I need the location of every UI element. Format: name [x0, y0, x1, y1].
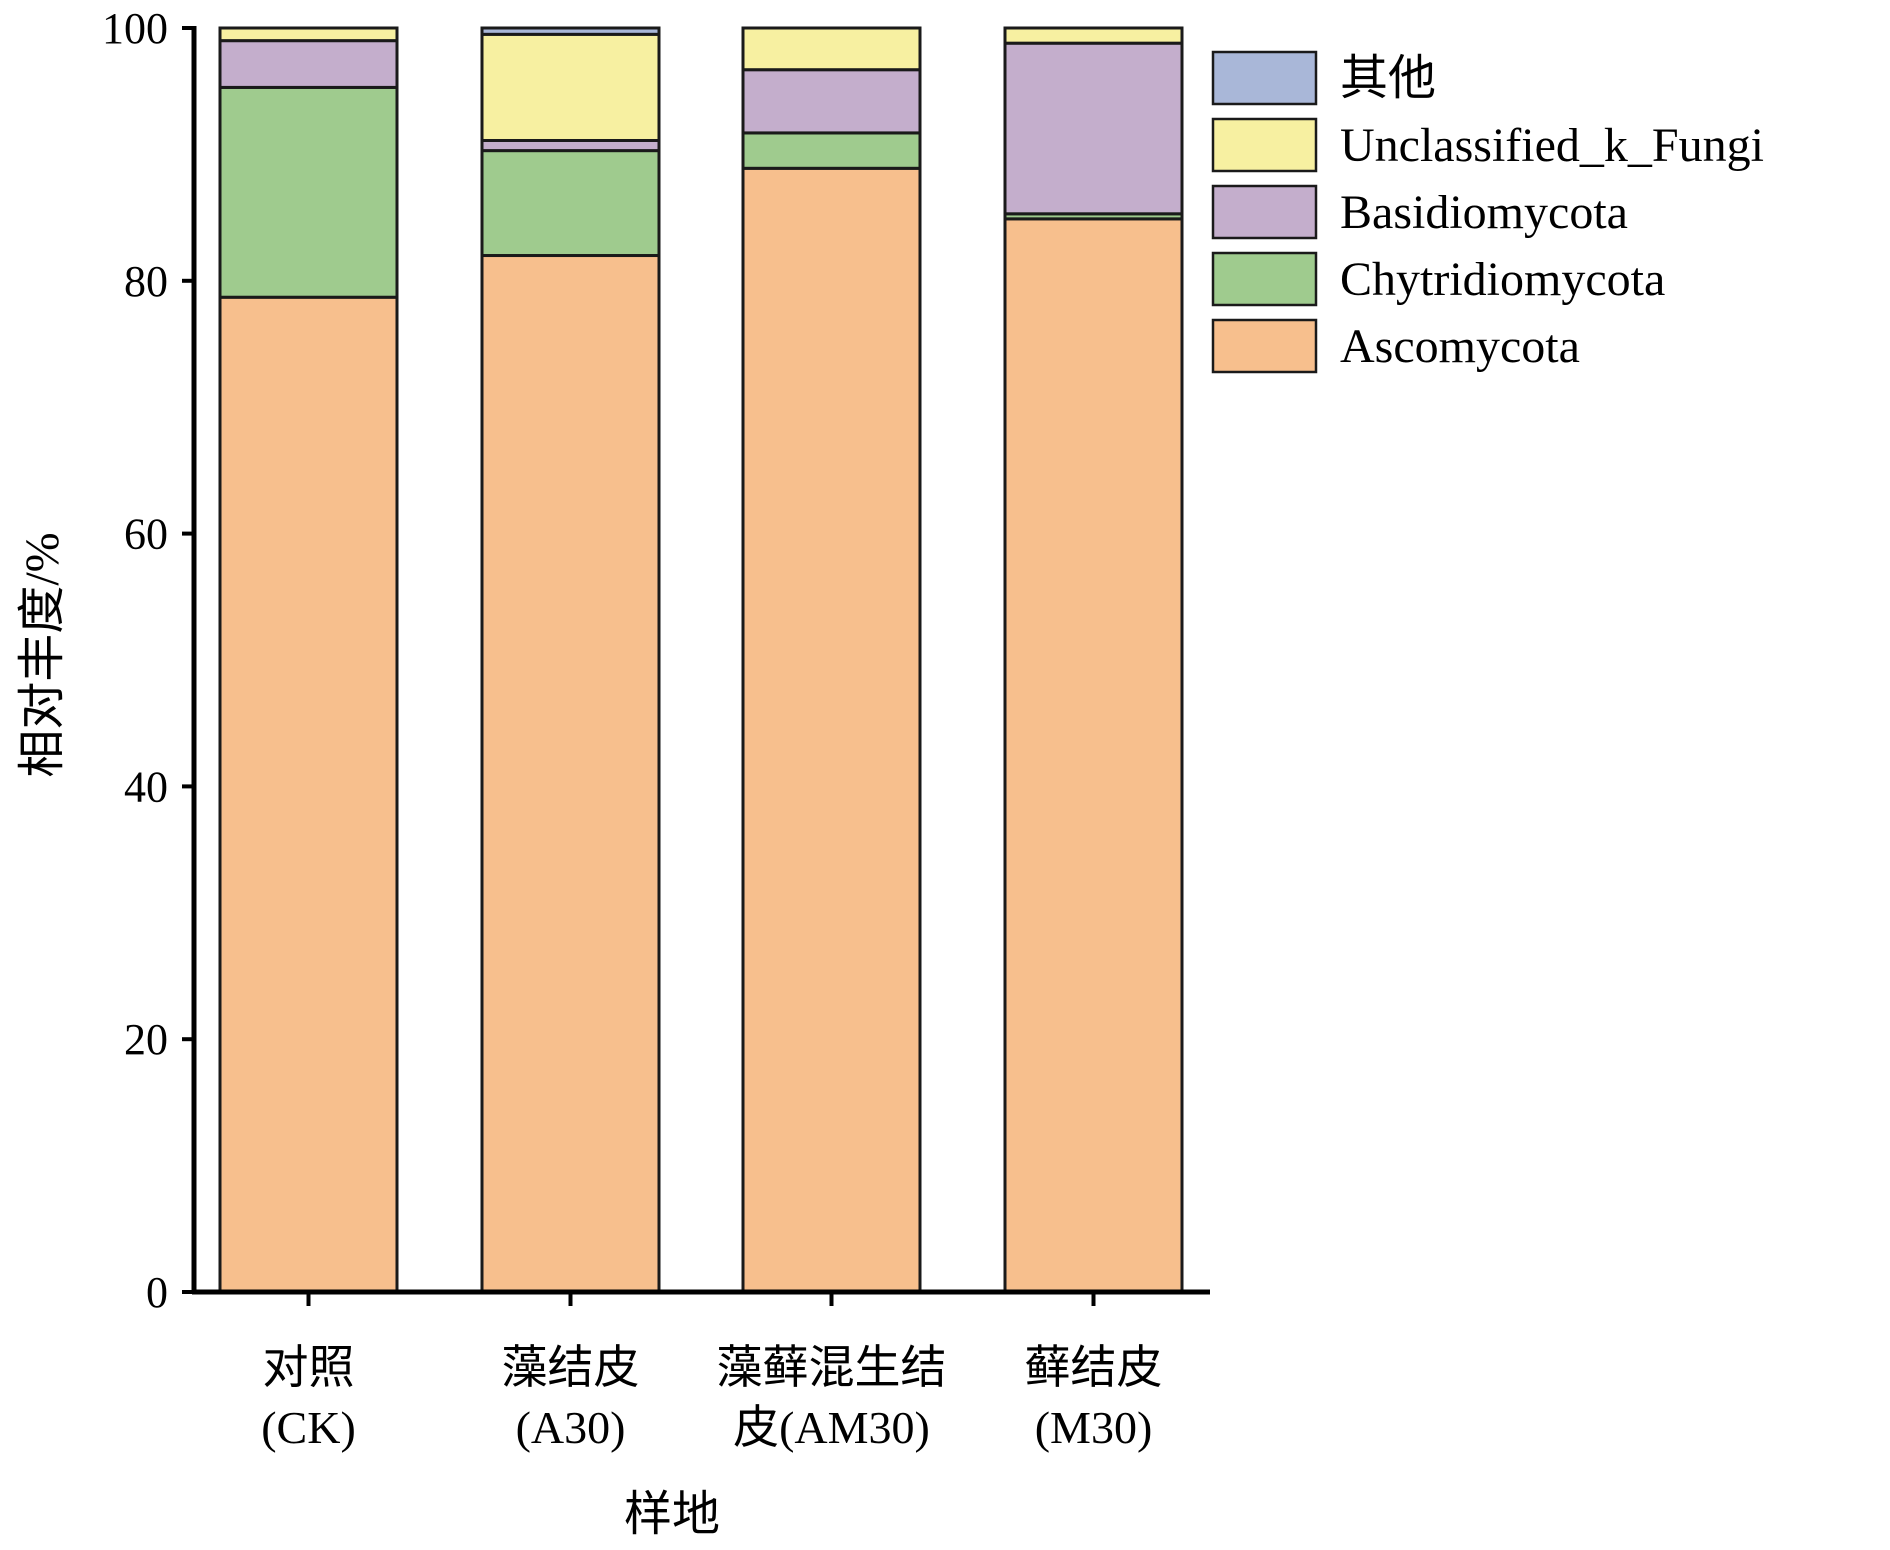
bar-1-basidiomycota — [218, 39, 399, 89]
legend-swatch-basidiomycota — [1211, 184, 1318, 240]
legend: 其他 Unclassified_k_Fungi Basidiomycota Chytr… — [1211, 50, 1764, 374]
y-tick-label: 40 — [124, 762, 168, 811]
bar-4-ascomycota — [1003, 217, 1184, 1294]
bar-3-basidiomycota — [741, 68, 922, 135]
x-category-label: 藻藓混生结 — [717, 1342, 947, 1393]
legend-swatch-chytridiomycota — [1211, 251, 1318, 307]
legend-swatch-other — [1211, 50, 1318, 106]
bar-1-ascomycota — [218, 295, 399, 1294]
legend-label-basidiomycota: Basidiomycota — [1340, 186, 1628, 239]
y-tick-label: 0 — [146, 1268, 168, 1317]
bar-2-unclassified-k-fungi — [480, 32, 661, 142]
x-category-label: (M30) — [1035, 1402, 1153, 1453]
x-category-label: 藻结皮 — [502, 1342, 640, 1393]
x-axis-title: 样地 — [624, 1488, 720, 1541]
x-category-label: 藓结皮 — [1025, 1342, 1163, 1393]
bar-2-basidiomycota — [480, 138, 661, 153]
bar-1-chytridiomycota — [218, 85, 399, 299]
bars-layer — [218, 26, 1184, 1294]
y-tick-label: 100 — [102, 4, 168, 53]
bar-3-unclassified-k-fungi — [741, 26, 922, 72]
legend-label-unclassified-k-fungi: Unclassified_k_Fungi — [1340, 119, 1764, 172]
y-axis-title: 相对丰度/% — [16, 532, 69, 777]
y-tick-label: 20 — [124, 1015, 168, 1064]
bar-3-chytridiomycota — [741, 131, 922, 170]
x-category-label: (CK) — [261, 1402, 356, 1453]
bar-2-chytridiomycota — [480, 149, 661, 258]
y-tick-label: 60 — [124, 510, 168, 559]
legend-swatch-unclassified-k-fungi — [1211, 117, 1318, 173]
legend-label-ascomycota: Ascomycota — [1340, 320, 1580, 373]
legend-swatch-ascomycota — [1211, 318, 1318, 374]
bar-4-unclassified-k-fungi — [1003, 26, 1184, 45]
y-tick-label: 80 — [124, 257, 168, 306]
x-category-label: 皮(AM30) — [733, 1402, 930, 1453]
legend-label-other: 其他 — [1340, 52, 1436, 105]
bar-3-ascomycota — [741, 166, 922, 1294]
bar-2-ascomycota — [480, 254, 661, 1294]
bar-2-other — [480, 26, 661, 36]
x-category-label: (A30) — [516, 1402, 626, 1453]
bar-1-unclassified-k-fungi — [218, 26, 399, 43]
bar-4-basidiomycota — [1003, 41, 1184, 216]
legend-label-chytridiomycota: Chytridiomycota — [1340, 253, 1665, 306]
x-category-label: 对照 — [263, 1342, 355, 1393]
